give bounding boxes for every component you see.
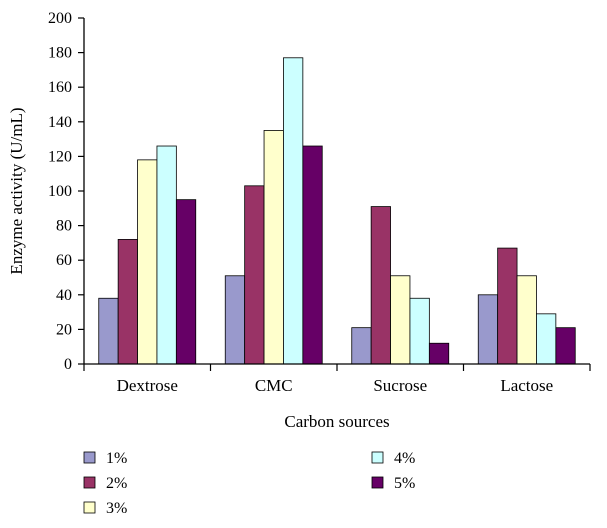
y-tick-label: 0 [64, 356, 72, 373]
legend-label: 4% [394, 450, 415, 467]
bar-dextrose-1pct [98, 297, 119, 365]
bar-lactose-1pct [477, 294, 499, 365]
bars [98, 57, 576, 365]
legend-swatch [83, 451, 96, 464]
bar-sucrose-2pct [370, 206, 391, 365]
x-tick-label: Sucrose [373, 376, 427, 395]
y-tick-label: 180 [48, 45, 72, 62]
y-tick-label: 200 [48, 10, 72, 27]
bar-cmc-4pct [283, 57, 304, 365]
x-tick-label: Lactose [500, 376, 553, 395]
legend-swatch [371, 451, 384, 464]
y-tick-label: 100 [48, 183, 72, 200]
bar-lactose-3pct [516, 275, 537, 365]
x-axis-title: Carbon sources [284, 412, 389, 431]
legend-item-1pct: 1% [83, 450, 127, 467]
bar-cmc-5pct [302, 145, 323, 365]
bar-lactose-5pct [555, 327, 576, 365]
y-tick-label: 120 [48, 148, 72, 165]
bar-dextrose-5pct [175, 199, 197, 365]
y-tick-label: 20 [56, 321, 72, 338]
bar-sucrose-5pct [428, 342, 450, 365]
x-tick-label: Dextrose [117, 376, 178, 395]
bar-cmc-3pct [263, 130, 284, 365]
bar-dextrose-2pct [117, 239, 138, 365]
legend-item-5pct: 5% [371, 475, 415, 492]
bar-sucrose-1pct [351, 327, 372, 365]
legend-item-2pct: 2% [83, 475, 127, 492]
y-axis-ticks: 0 20 40 60 80 100 120 140 160 180 200 [48, 10, 84, 373]
bar-sucrose-4pct [409, 297, 430, 365]
legend-item-4pct: 4% [371, 450, 415, 467]
bar-lactose-4pct [536, 313, 557, 365]
legend-label: 1% [106, 450, 127, 467]
bar-cmc-2pct [244, 185, 265, 365]
y-axis-title: Enzyme activity (U/mL) [7, 107, 26, 274]
legend: 1% 2% 3% 4% 5% [83, 450, 415, 517]
x-axis-ticks: Dextrose CMC Sucrose Lactose [83, 364, 591, 395]
legend-swatch [83, 501, 96, 514]
legend-item-3pct: 3% [83, 500, 127, 517]
y-tick-label: 160 [48, 79, 72, 96]
bar-sucrose-3pct [390, 275, 411, 365]
y-tick-label: 140 [48, 114, 72, 131]
legend-label: 2% [106, 475, 127, 492]
bar-cmc-1pct [224, 275, 246, 365]
y-tick-label: 60 [56, 252, 72, 269]
x-tick-label: CMC [255, 376, 293, 395]
bar-dextrose-4pct [156, 145, 177, 365]
legend-swatch [83, 476, 96, 489]
bar-lactose-2pct [497, 247, 518, 365]
legend-label: 5% [394, 475, 415, 492]
legend-swatch [371, 476, 384, 489]
y-tick-label: 80 [56, 218, 72, 235]
bar-dextrose-3pct [137, 159, 158, 365]
y-tick-label: 40 [56, 287, 72, 304]
legend-label: 3% [106, 500, 127, 517]
